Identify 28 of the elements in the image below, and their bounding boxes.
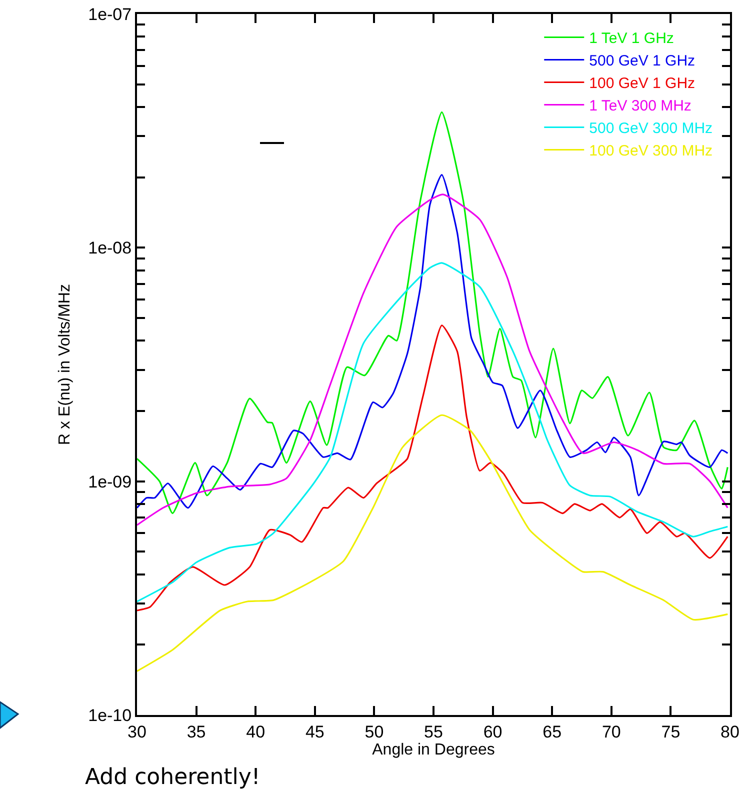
y-tick-label: 1e-08 (88, 238, 132, 258)
x-tick-label: 35 (186, 722, 206, 742)
x-tick-label: 30 (128, 722, 146, 742)
x-tick-label: 75 (661, 722, 680, 742)
line-series (137, 111, 728, 514)
y-tick-label: 1e-07 (88, 4, 132, 24)
x-tick-label: 70 (602, 722, 621, 742)
x-tick-label: 50 (364, 722, 384, 742)
legend-label: 100 GeV 1 GHz (589, 75, 696, 92)
x-axis-title: Angle in Degrees (372, 741, 495, 758)
legend-label: 500 GeV 300 MHz (589, 120, 713, 138)
line-series (137, 262, 728, 602)
x-tick-label: 65 (542, 722, 562, 742)
legend-label: 1 TeV 300 MHz (589, 98, 692, 115)
x-tick-label: 45 (305, 722, 324, 742)
y-tick-label: 1e-09 (88, 472, 132, 492)
x-tick-label: 60 (483, 722, 502, 742)
line-series (137, 324, 728, 612)
y-tick-label: 1e-10 (88, 706, 132, 725)
legend-label: 1 TeV 1 GHz (589, 30, 674, 48)
y-axis-title: R x E(nu) in Volts/MHz (56, 284, 74, 445)
legend-label: 500 GeV 1 GHz (589, 52, 696, 70)
legend-label: 100 GeV 300 MHz (589, 142, 713, 160)
x-tick-label: 55 (424, 722, 443, 742)
line-series (137, 414, 728, 672)
x-tick-label: 40 (246, 722, 266, 742)
text: Add coherently! (85, 765, 260, 790)
x-tick-label: 80 (720, 722, 740, 742)
